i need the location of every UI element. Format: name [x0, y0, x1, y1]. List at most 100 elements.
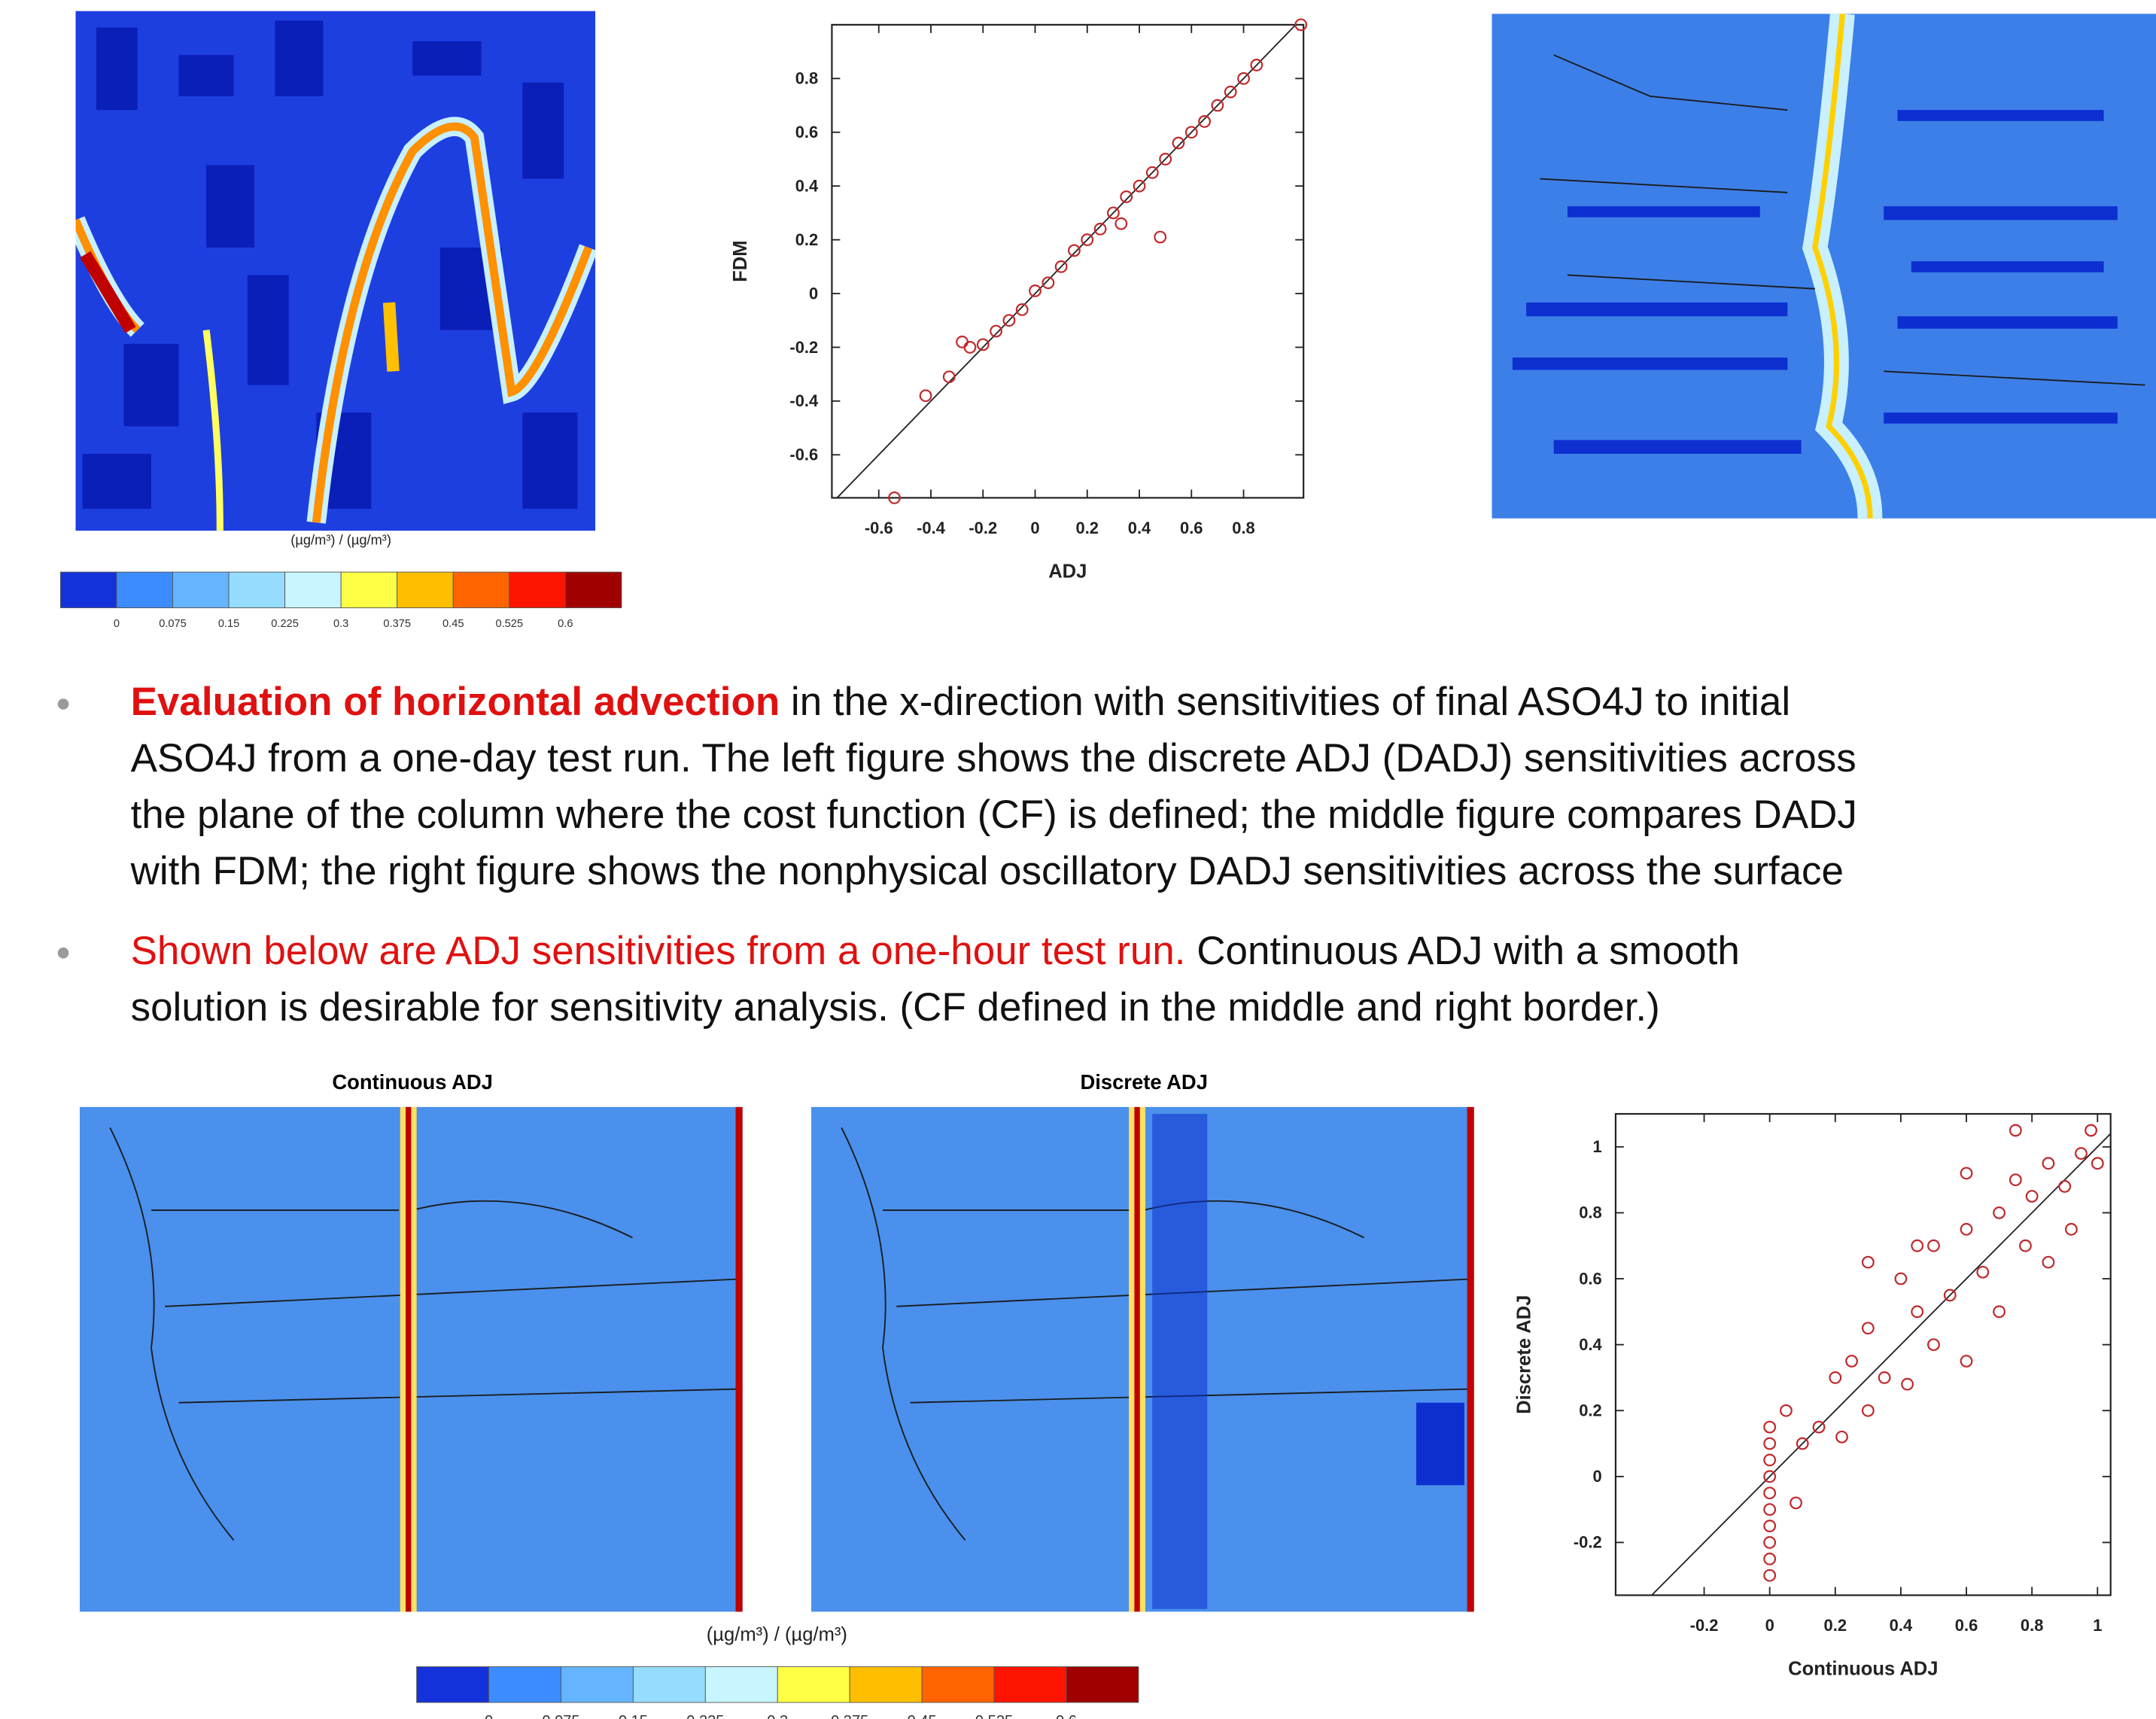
point — [1993, 1206, 2006, 1219]
point — [1250, 59, 1263, 71]
point — [919, 389, 932, 403]
colorbar-tick-label: 0.45 — [442, 618, 464, 630]
colorbar-cell — [416, 1666, 490, 1703]
map-panel — [1492, 14, 2156, 519]
point — [1015, 303, 1029, 316]
colorbar-tick-label: 0.6 — [558, 618, 573, 630]
colorbar-cell — [116, 571, 173, 609]
x-tick-label: 1 — [2093, 1616, 2102, 1635]
point — [2058, 1179, 2072, 1193]
point — [1172, 136, 1185, 150]
y-tick-label: 0.4 — [795, 176, 819, 195]
point — [1093, 222, 1107, 236]
point — [1114, 217, 1128, 230]
y-tick-label: 0.4 — [1579, 1335, 1602, 1354]
point — [2075, 1147, 2088, 1160]
y-axis-label: Discrete ADJ — [1514, 1295, 1535, 1414]
x-tick-label: 0.2 — [1076, 519, 1099, 537]
point — [1029, 284, 1042, 297]
colorbar-tick-label: 0.6 — [1056, 1713, 1077, 1719]
reference-line — [836, 24, 1297, 499]
point — [1184, 126, 1198, 139]
colorbar-cell — [284, 571, 342, 609]
point — [1927, 1239, 1940, 1252]
x-tick-label: 0 — [1030, 519, 1039, 537]
point — [1829, 1371, 1842, 1384]
x-tick-label: -0.6 — [865, 519, 893, 537]
y-tick-label: -0.4 — [789, 391, 819, 410]
point — [1943, 1288, 1957, 1302]
colorbar-tick-label: 0.225 — [271, 618, 299, 630]
colorbar-tick-label: 0.225 — [686, 1713, 724, 1719]
colorbar-cell — [564, 571, 622, 609]
colorbar-tick-label: 0.375 — [831, 1713, 868, 1719]
point — [1927, 1338, 1940, 1352]
y-tick-label: -0.2 — [1574, 1533, 1602, 1552]
point — [1763, 1420, 1777, 1434]
colorbar-tick-label: 0.15 — [218, 618, 239, 630]
colorbar-cell — [488, 1666, 561, 1703]
bullet-line: Shown below are ADJ sensitivities from a… — [131, 924, 1740, 981]
colorbar-tick-label: 0.15 — [619, 1713, 648, 1719]
plot-frame — [831, 23, 1305, 499]
colorbar-tick-label: 0 — [485, 1713, 493, 1719]
point — [2009, 1124, 2022, 1137]
colorbar-cell — [397, 571, 454, 609]
point — [1878, 1371, 1891, 1384]
y-tick-label: 1 — [1592, 1137, 1601, 1156]
x-tick-label: -0.2 — [969, 519, 997, 537]
heatmap-panel — [75, 11, 596, 531]
highlight: Evaluation of horizontal advection — [130, 680, 780, 725]
point — [1861, 1322, 1875, 1335]
point — [1763, 1486, 1777, 1500]
x-tick-label: -0.4 — [917, 519, 946, 537]
point — [2009, 1173, 2022, 1187]
colorbar-tick-label: 0.525 — [496, 618, 524, 630]
map-panel — [79, 1106, 743, 1612]
plot-frame — [1614, 1112, 2112, 1596]
y-tick-label: 0.8 — [795, 69, 818, 88]
colorbar-cell — [59, 571, 117, 609]
point — [1763, 1552, 1777, 1565]
x-tick-label: -0.2 — [1690, 1616, 1719, 1635]
x-tick-label: 0.2 — [1824, 1616, 1847, 1635]
point — [1960, 1355, 1973, 1368]
colorbar-cell — [340, 571, 398, 609]
colorbar-cell — [632, 1666, 706, 1703]
colorbar-cell — [172, 571, 230, 609]
point — [963, 341, 977, 354]
y-tick-label: -0.2 — [789, 338, 818, 357]
bullet-line: the plane of the column where the cost f… — [130, 793, 1857, 838]
y-tick-label: 0.2 — [1579, 1401, 1601, 1420]
bullet-marker — [57, 947, 69, 959]
point — [1976, 1265, 1990, 1279]
colorbar-cell — [228, 571, 286, 609]
point — [1106, 206, 1120, 220]
point — [1294, 18, 1308, 32]
colorbar-tick-label: 0.3 — [767, 1713, 788, 1719]
colorbar-cell — [849, 1666, 923, 1703]
colorbar-cell — [452, 571, 510, 609]
point — [1763, 1536, 1777, 1549]
point — [2019, 1239, 2032, 1252]
point — [990, 324, 1002, 338]
y-tick-label: -0.6 — [789, 446, 818, 464]
y-tick-label: 0 — [1592, 1467, 1601, 1486]
point — [1211, 99, 1224, 112]
point — [1133, 179, 1146, 193]
colorbar-cell — [561, 1666, 634, 1703]
colorbar-tick-label: 0 — [114, 618, 120, 630]
colorbar-tick-label: 0.3 — [333, 618, 348, 630]
point — [1763, 1520, 1777, 1532]
y-tick-label: 0.2 — [795, 230, 818, 249]
bullet-line: ASO4J from a one-day test run. The left … — [130, 737, 1856, 781]
colorbar-unit-label: (µg/m³) / (µg/m³) — [707, 1624, 847, 1645]
point — [1780, 1404, 1793, 1417]
x-tick-label: 0.8 — [2021, 1616, 2043, 1635]
point — [1812, 1420, 1826, 1434]
point — [1960, 1167, 1973, 1180]
point — [1960, 1222, 1973, 1236]
point — [1993, 1305, 2006, 1319]
point — [1763, 1568, 1777, 1582]
